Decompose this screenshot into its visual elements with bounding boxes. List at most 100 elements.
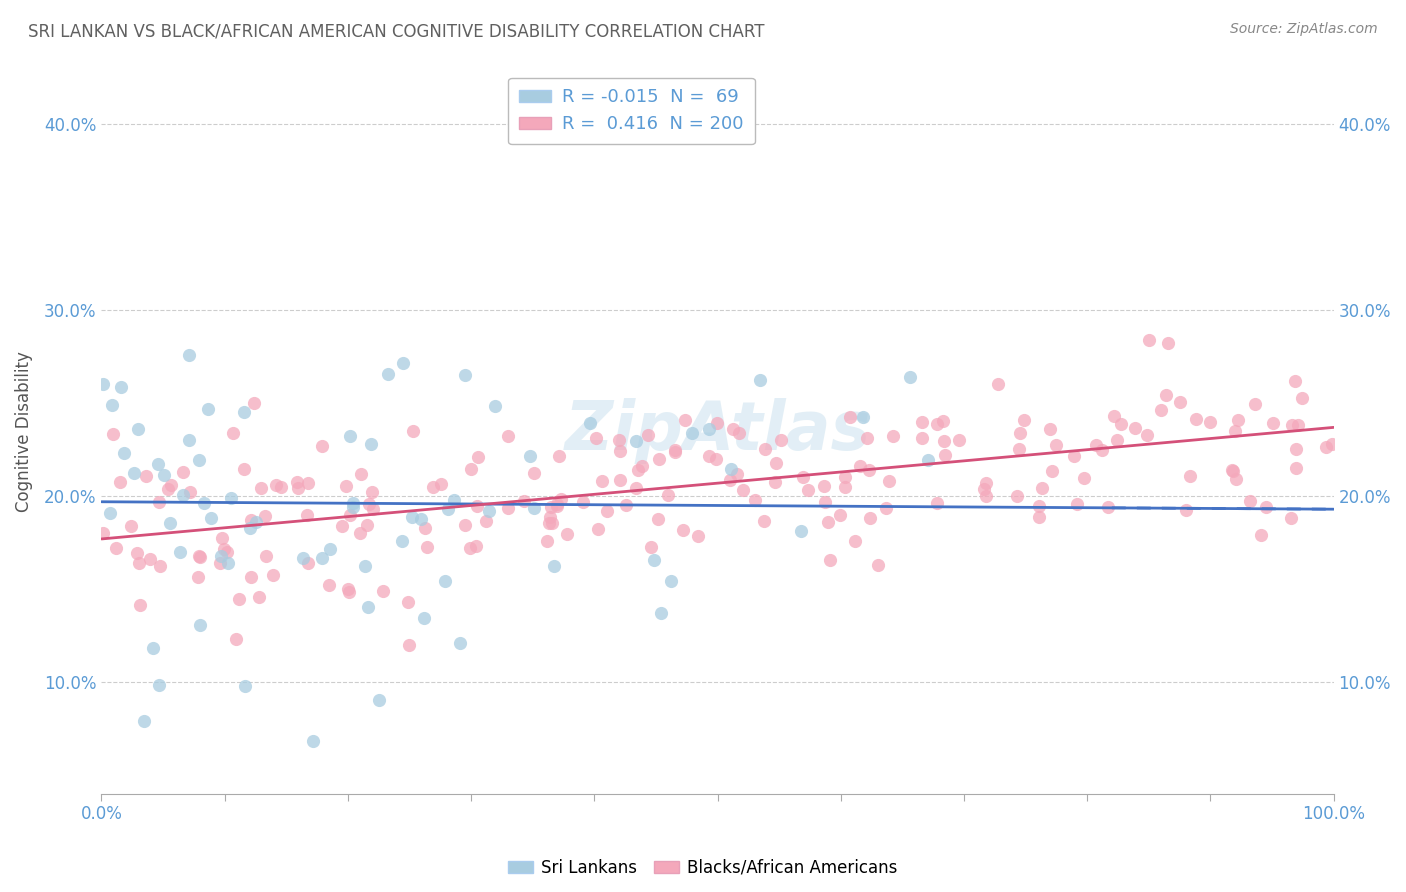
Point	[430, 477, 453, 491]
Point	[754, 442, 776, 457]
Point	[898, 370, 921, 384]
Point	[538, 510, 561, 524]
Point	[934, 434, 956, 449]
Point	[101, 398, 124, 412]
Point	[648, 451, 671, 466]
Point	[1066, 497, 1088, 511]
Point	[98, 507, 121, 521]
Point	[818, 553, 841, 567]
Point	[172, 465, 194, 479]
Point	[744, 492, 766, 507]
Point	[609, 473, 631, 487]
Point	[264, 478, 287, 492]
Point	[1175, 502, 1198, 516]
Point	[354, 558, 377, 573]
Point	[200, 510, 222, 524]
Point	[731, 483, 754, 498]
Point	[484, 399, 506, 413]
Point	[866, 558, 889, 572]
Point	[243, 396, 266, 410]
Point	[301, 734, 323, 748]
Point	[721, 421, 744, 435]
Point	[948, 433, 970, 447]
Point	[342, 500, 364, 515]
Point	[105, 541, 128, 556]
Point	[659, 574, 682, 588]
Point	[1225, 473, 1247, 487]
Point	[1254, 500, 1277, 514]
Point	[197, 402, 219, 417]
Point	[285, 475, 308, 489]
Point	[706, 416, 728, 430]
Point	[228, 592, 250, 607]
Point	[1039, 422, 1062, 436]
Point	[270, 481, 292, 495]
Point	[770, 434, 793, 448]
Point	[142, 640, 165, 655]
Point	[437, 502, 460, 516]
Point	[337, 582, 360, 596]
Point	[212, 541, 235, 556]
Point	[1222, 464, 1244, 478]
Point	[664, 442, 686, 457]
Point	[401, 509, 423, 524]
Point	[637, 427, 659, 442]
Point	[148, 678, 170, 692]
Point	[657, 488, 679, 502]
Point	[287, 481, 309, 495]
Point	[454, 368, 477, 382]
Point	[1137, 333, 1160, 347]
Point	[127, 546, 149, 560]
Point	[927, 496, 949, 510]
Point	[132, 714, 155, 729]
Point	[720, 461, 742, 475]
Point	[135, 469, 157, 483]
Point	[297, 508, 319, 522]
Point	[391, 356, 413, 370]
Point	[614, 499, 637, 513]
Point	[839, 410, 862, 425]
Point	[149, 558, 172, 573]
Point	[681, 426, 703, 441]
Point	[519, 449, 541, 463]
Point	[640, 540, 662, 554]
Point	[1097, 500, 1119, 514]
Point	[626, 434, 648, 449]
Point	[672, 523, 695, 537]
Point	[1008, 442, 1031, 456]
Point	[297, 476, 319, 491]
Point	[160, 478, 183, 492]
Point	[413, 521, 436, 535]
Point	[412, 611, 434, 625]
Point	[1045, 438, 1067, 452]
Point	[311, 439, 333, 453]
Point	[1281, 418, 1303, 433]
Point	[179, 484, 201, 499]
Point	[422, 480, 444, 494]
Point	[828, 508, 851, 523]
Point	[128, 598, 150, 612]
Point	[536, 533, 558, 548]
Point	[591, 474, 613, 488]
Point	[1284, 461, 1306, 475]
Point	[673, 412, 696, 426]
Point	[858, 463, 880, 477]
Point	[789, 524, 811, 538]
Point	[240, 570, 263, 584]
Point	[1136, 427, 1159, 442]
Point	[1239, 494, 1261, 508]
Text: SRI LANKAN VS BLACK/AFRICAN AMERICAN COGNITIVE DISABILITY CORRELATION CHART: SRI LANKAN VS BLACK/AFRICAN AMERICAN COG…	[28, 22, 765, 40]
Point	[232, 462, 254, 476]
Point	[882, 429, 904, 443]
Point	[704, 451, 727, 466]
Point	[718, 473, 741, 487]
Point	[813, 479, 835, 493]
Point	[630, 459, 652, 474]
Point	[1157, 335, 1180, 350]
Point	[1007, 489, 1029, 503]
Point	[546, 497, 568, 511]
Point	[538, 516, 561, 530]
Legend: Sri Lankans, Blacks/African Americans: Sri Lankans, Blacks/African Americans	[502, 853, 904, 884]
Point	[664, 444, 686, 458]
Point	[291, 550, 314, 565]
